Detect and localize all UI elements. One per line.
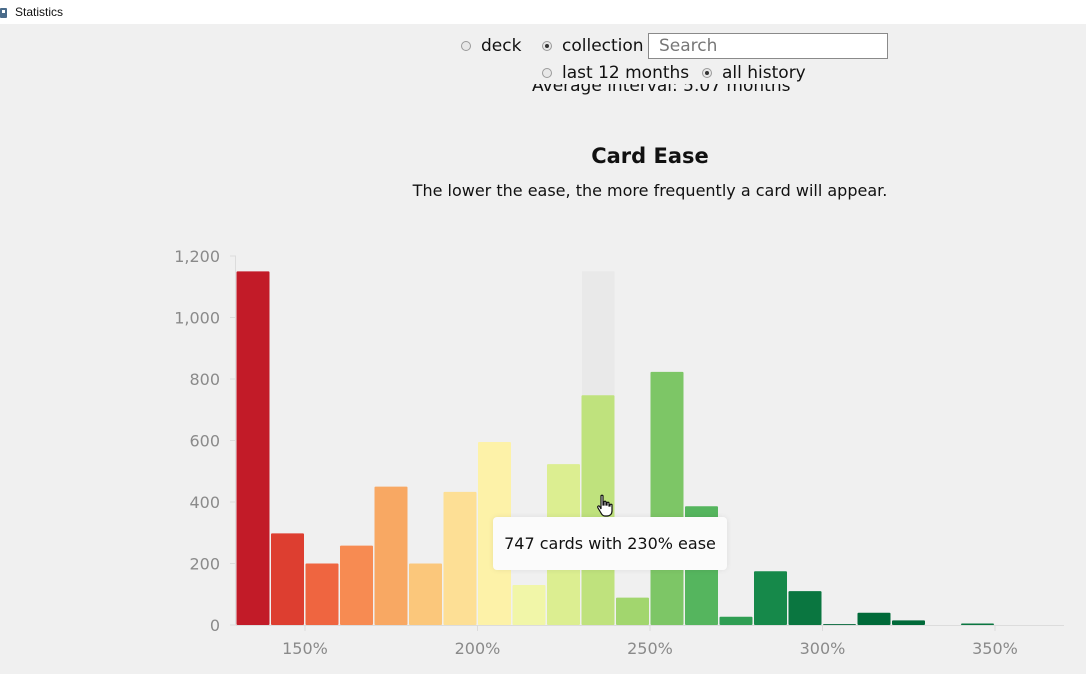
all-history-radio[interactable]: all history [702, 63, 806, 83]
search-input[interactable] [648, 33, 888, 59]
radio-icon [461, 41, 471, 51]
bar [409, 563, 442, 625]
bar [650, 371, 684, 625]
bar [616, 597, 649, 625]
collection-radio-label: collection [562, 36, 644, 56]
bar [340, 545, 373, 625]
bar-tooltip: 747 cards with 230% ease [493, 517, 727, 570]
all-history-label: all history [722, 63, 806, 83]
window-title: Statistics [15, 5, 64, 19]
bar [443, 491, 477, 625]
bar [374, 486, 408, 625]
y-tick-label: 200 [189, 555, 220, 574]
y-tick-label: 1,200 [174, 247, 220, 266]
bar [961, 623, 994, 625]
bar [857, 612, 891, 625]
app-icon [0, 6, 10, 19]
bar [719, 616, 753, 625]
bar [754, 571, 787, 625]
bar [236, 271, 270, 625]
x-tick-label: 150% [282, 639, 328, 658]
collection-radio[interactable]: collection [542, 36, 644, 56]
last-12-months-radio[interactable]: last 12 months [542, 63, 689, 83]
section-title: Card Ease [591, 144, 709, 168]
bar [823, 624, 856, 625]
x-tick-label: 350% [972, 639, 1018, 658]
deck-radio[interactable]: deck [461, 36, 521, 56]
bar [305, 563, 339, 625]
radio-selected-icon [702, 68, 712, 78]
last-12-months-label: last 12 months [562, 63, 690, 83]
x-tick-label: 200% [455, 639, 501, 658]
bar [788, 591, 822, 625]
bar [892, 620, 925, 625]
radio-icon [542, 68, 552, 78]
previous-section-clipped: Average interval: 5.07 months [0, 84, 1086, 98]
deck-radio-label: deck [481, 36, 522, 56]
hand-cursor-icon [597, 494, 613, 517]
y-tick-label: 600 [189, 432, 220, 451]
y-tick-label: 0 [210, 616, 220, 635]
average-interval-text: Average interval: 5.07 months [532, 84, 791, 96]
y-tick-label: 400 [189, 493, 220, 512]
section-subtitle: The lower the ease, the more frequently … [412, 181, 888, 200]
tooltip-text: 747 cards with 230% ease [504, 534, 716, 553]
bar [271, 533, 304, 625]
x-tick-label: 300% [800, 639, 846, 658]
x-tick-label: 250% [627, 639, 673, 658]
y-tick-label: 800 [189, 370, 220, 389]
bar [512, 585, 546, 625]
window-titlebar: Statistics [0, 0, 1086, 24]
radio-selected-icon [542, 41, 552, 51]
y-tick-label: 1,000 [174, 309, 220, 328]
